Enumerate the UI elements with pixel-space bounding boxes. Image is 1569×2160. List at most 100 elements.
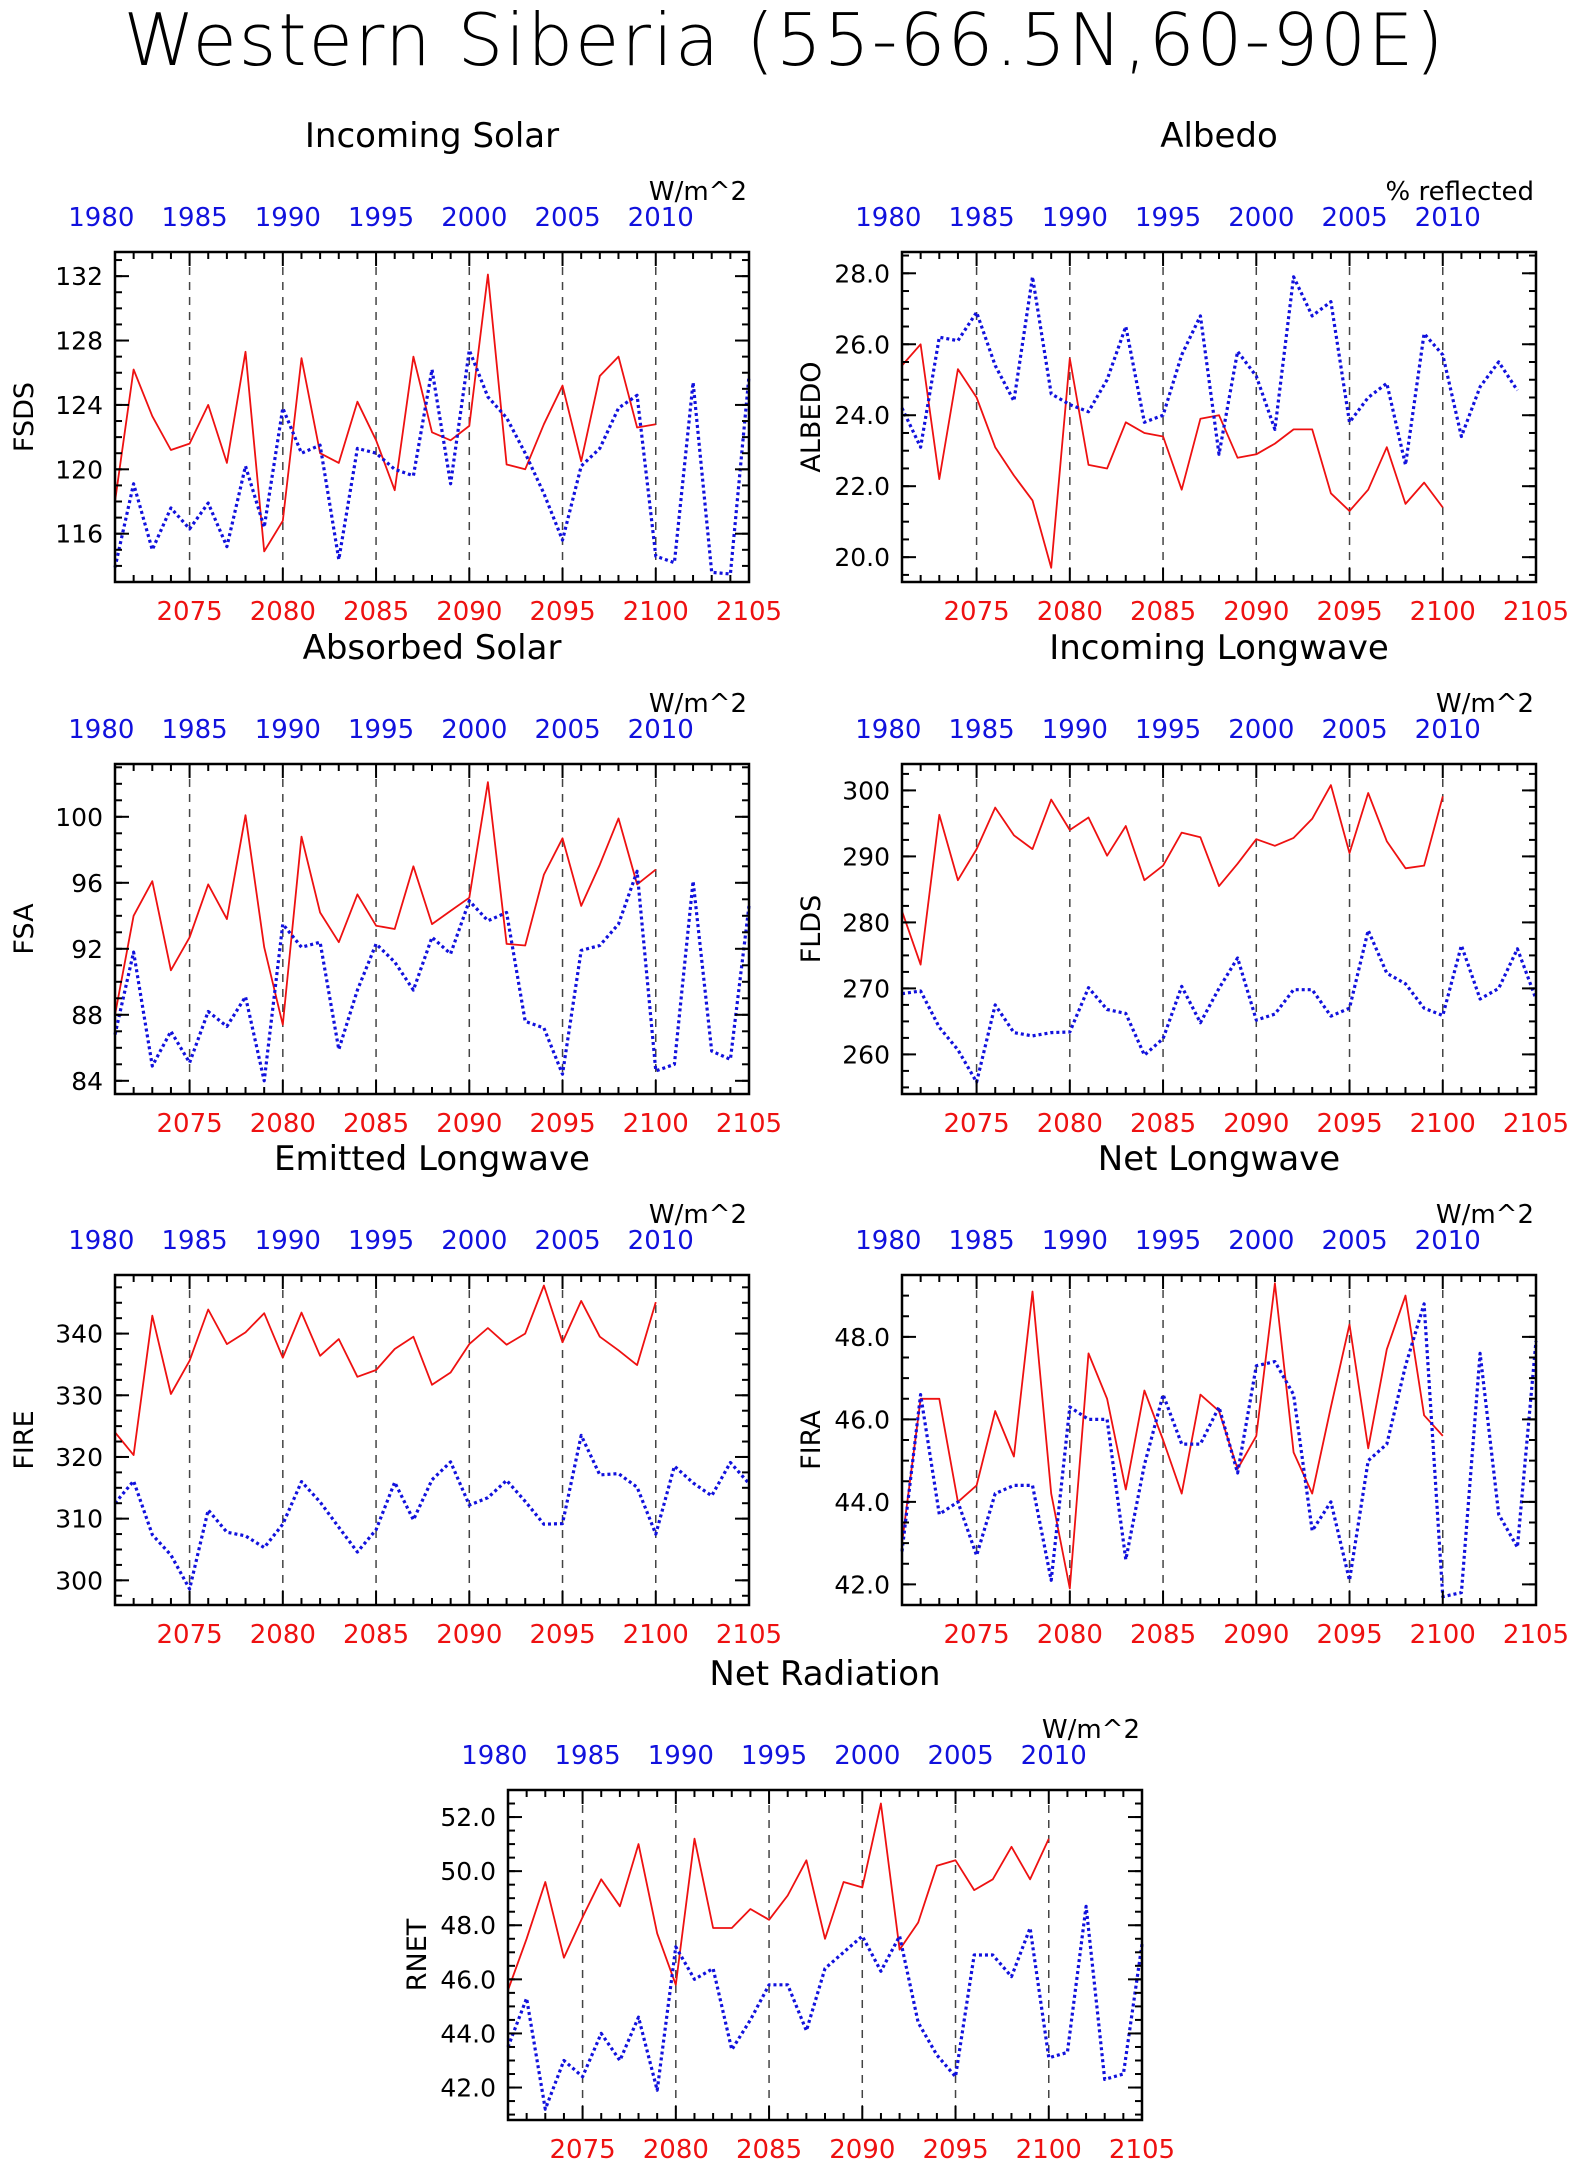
units-label: W/m^2 bbox=[649, 1200, 747, 1230]
panel-rnet: Net Radiation W/m^2 2075 2080 2085 2090 2095 21… bbox=[402, 1654, 1175, 2160]
model-series-line bbox=[114, 1284, 657, 1456]
x-tick-label-obs: 1980 bbox=[855, 715, 921, 745]
x-tick-label-obs: 2005 bbox=[1321, 1226, 1387, 1256]
y-tick-label: 46.0 bbox=[834, 1405, 890, 1434]
y-tick-label: 24.0 bbox=[834, 401, 890, 430]
obs-series-line bbox=[113, 348, 751, 576]
y-tick-label: 22.0 bbox=[834, 472, 890, 501]
y-tick-label: 340 bbox=[55, 1320, 103, 1349]
x-tick-label-obs: 1995 bbox=[348, 715, 414, 745]
x-tick-label-model: 2100 bbox=[1410, 1620, 1476, 1650]
x-tick-label-obs: 2005 bbox=[927, 1741, 993, 1771]
panel-title: Net Longwave bbox=[1098, 1139, 1340, 1179]
x-tick-label-model: 2085 bbox=[1130, 597, 1196, 627]
y-axis-label: ALBEDO bbox=[796, 361, 827, 472]
x-tick-label-obs: 2005 bbox=[534, 203, 600, 233]
panel-fsa: Absorbed Solar W/m^2 2075 2080 2085 2090 2095 2… bbox=[9, 628, 782, 1139]
y-tick-label: 88 bbox=[71, 1001, 103, 1030]
y-tick-label: 28.0 bbox=[834, 259, 890, 288]
x-tick-label-obs: 2005 bbox=[1321, 203, 1387, 233]
x-tick-label-model: 2095 bbox=[529, 1620, 595, 1650]
x-tick-label-model: 2080 bbox=[250, 1109, 316, 1139]
y-tick-label: 52.0 bbox=[440, 1803, 496, 1832]
x-tick-label-obs: 1995 bbox=[1135, 1226, 1201, 1256]
panel-albedo: Albedo % reflected 2075 2080 2085 2090 2095 210… bbox=[796, 116, 1569, 627]
panel-title: Incoming Longwave bbox=[1049, 628, 1389, 668]
x-tick-label-obs: 1990 bbox=[255, 203, 321, 233]
x-tick-label-obs: 1995 bbox=[741, 1741, 807, 1771]
x-tick-label-obs: 1980 bbox=[855, 1226, 921, 1256]
x-tick-label-model: 2075 bbox=[157, 1109, 223, 1139]
obs-series-line bbox=[113, 869, 751, 1083]
x-tick-label-obs: 1990 bbox=[1042, 203, 1108, 233]
x-tick-label-model: 2080 bbox=[1037, 1109, 1103, 1139]
x-tick-label-obs: 2005 bbox=[534, 1226, 600, 1256]
x-tick-label-obs: 2005 bbox=[1321, 715, 1387, 745]
x-tick-label-model: 2090 bbox=[436, 597, 502, 627]
x-tick-label-obs: 2010 bbox=[628, 1226, 694, 1256]
panel-fira: Net Longwave W/m^2 2075 2080 2085 2090 2095 210… bbox=[796, 1139, 1569, 1650]
x-tick-label-model: 2090 bbox=[829, 2135, 895, 2160]
x-tick-label-model: 2100 bbox=[623, 597, 689, 627]
x-tick-label-model: 2100 bbox=[1410, 597, 1476, 627]
x-tick-label-obs: 2010 bbox=[1415, 715, 1481, 745]
y-tick-label: 46.0 bbox=[440, 1965, 496, 1994]
x-tick-label-model: 2105 bbox=[1109, 2135, 1175, 2160]
panel-title: Absorbed Solar bbox=[303, 628, 562, 668]
model-series-line bbox=[901, 784, 1444, 966]
x-tick-label-model: 2105 bbox=[716, 1109, 782, 1139]
x-tick-label-model: 2090 bbox=[1223, 1109, 1289, 1139]
x-tick-label-model: 2105 bbox=[1503, 597, 1569, 627]
obs-series-line bbox=[113, 1433, 751, 1591]
y-tick-label: 50.0 bbox=[440, 1857, 496, 1886]
x-tick-label-model: 2080 bbox=[250, 597, 316, 627]
y-tick-label: 42.0 bbox=[440, 2074, 496, 2103]
obs-series-line bbox=[900, 1302, 1538, 1599]
y-tick-label: 132 bbox=[55, 262, 103, 291]
x-tick-label-obs: 1985 bbox=[949, 715, 1015, 745]
x-tick-label-model: 2080 bbox=[1037, 597, 1103, 627]
y-tick-label: 116 bbox=[55, 520, 103, 549]
y-axis-label: RNET bbox=[402, 1918, 433, 1991]
y-axis-label: FIRE bbox=[9, 1410, 40, 1469]
panel-title: Net Radiation bbox=[709, 1654, 940, 1694]
x-tick-label-obs: 1995 bbox=[348, 1226, 414, 1256]
model-series-line bbox=[901, 1282, 1444, 1590]
x-tick-label-model: 2085 bbox=[1130, 1109, 1196, 1139]
x-tick-label-model: 2090 bbox=[1223, 597, 1289, 627]
model-series-line bbox=[507, 1802, 1050, 1991]
y-tick-label: 300 bbox=[842, 776, 890, 805]
x-tick-label-obs: 2000 bbox=[834, 1741, 900, 1771]
y-axis-label: FIRA bbox=[796, 1410, 827, 1470]
x-tick-label-model: 2080 bbox=[643, 2135, 709, 2160]
units-label: W/m^2 bbox=[649, 689, 747, 719]
y-tick-label: 280 bbox=[842, 908, 890, 937]
x-tick-label-obs: 1995 bbox=[1135, 203, 1201, 233]
model-series-line bbox=[114, 781, 657, 1026]
y-tick-label: 44.0 bbox=[440, 2019, 496, 2048]
y-tick-label: 124 bbox=[55, 391, 103, 420]
y-axis-label: FSA bbox=[9, 903, 40, 955]
x-tick-label-obs: 1980 bbox=[68, 1226, 134, 1256]
x-tick-label-model: 2075 bbox=[944, 597, 1010, 627]
obs-series-line bbox=[901, 928, 1538, 1084]
x-tick-label-obs: 2000 bbox=[1228, 1226, 1294, 1256]
x-tick-label-obs: 2000 bbox=[1228, 203, 1294, 233]
x-tick-label-model: 2105 bbox=[716, 597, 782, 627]
x-tick-label-model: 2095 bbox=[529, 597, 595, 627]
units-label: W/m^2 bbox=[1436, 689, 1534, 719]
x-tick-label-model: 2085 bbox=[343, 597, 409, 627]
x-tick-label-model: 2090 bbox=[436, 1620, 502, 1650]
x-tick-label-obs: 1985 bbox=[949, 1226, 1015, 1256]
plot-frame bbox=[113, 1273, 751, 1607]
x-tick-label-obs: 1990 bbox=[1042, 715, 1108, 745]
y-tick-label: 100 bbox=[55, 803, 103, 832]
x-tick-label-model: 2075 bbox=[157, 597, 223, 627]
panel-fsds: Incoming Solar W/m^2 2075 2080 2085 2090 2095 2… bbox=[9, 116, 782, 627]
x-tick-label-obs: 2010 bbox=[628, 203, 694, 233]
x-tick-label-obs: 1985 bbox=[162, 715, 228, 745]
y-tick-label: 42.0 bbox=[834, 1570, 890, 1599]
y-tick-label: 120 bbox=[55, 455, 103, 484]
x-tick-label-obs: 1990 bbox=[255, 715, 321, 745]
